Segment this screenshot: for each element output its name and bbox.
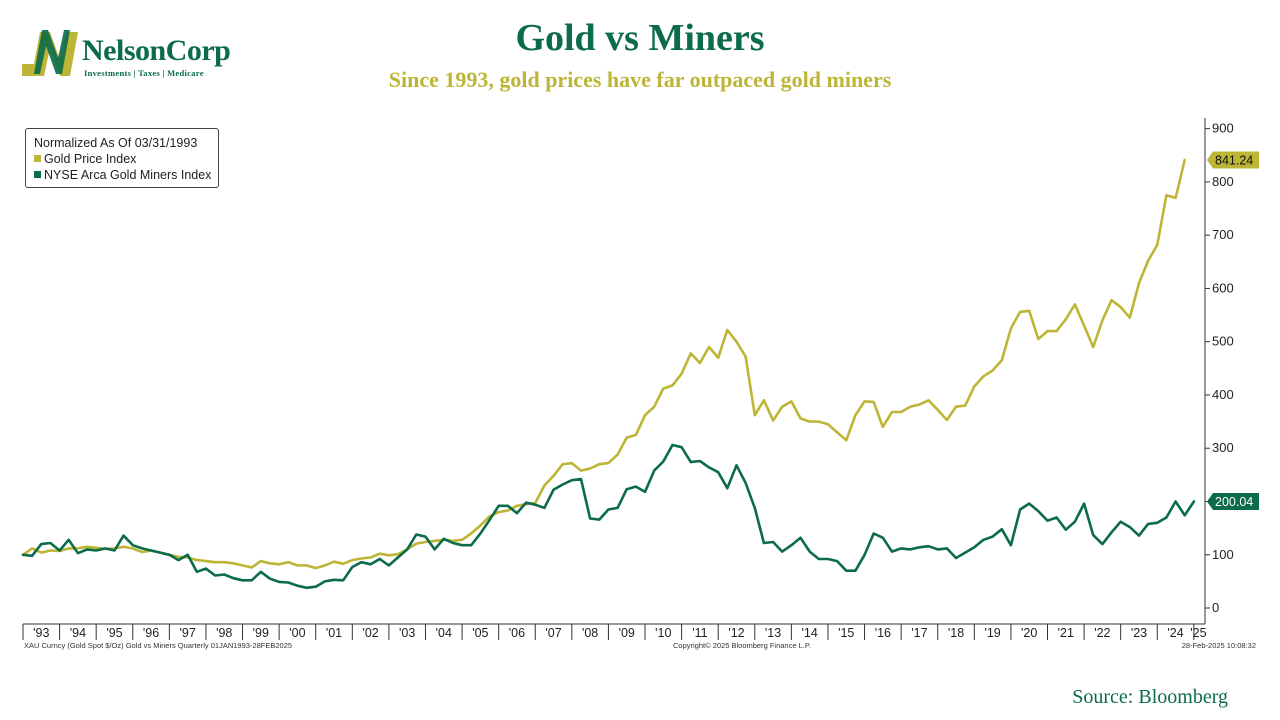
x-tick-label: '23	[1131, 626, 1147, 640]
x-tick-label: '95	[106, 626, 122, 640]
x-tick-label: '20	[1021, 626, 1037, 640]
y-tick-label: 900	[1212, 121, 1234, 136]
x-tick-label: '96	[143, 626, 159, 640]
x-tick-label: '00	[289, 626, 305, 640]
x-tick-label: '03	[399, 626, 415, 640]
x-tick-label: '25	[1190, 626, 1206, 640]
legend-heading: Normalized As Of 03/31/1993	[34, 136, 198, 150]
legend-item-miners: NYSE Arca Gold Miners Index	[34, 167, 218, 183]
gold-swatch-icon	[34, 155, 41, 163]
miners-swatch-icon	[34, 171, 41, 179]
y-tick-label: 600	[1212, 280, 1234, 295]
y-tick-label: 700	[1212, 227, 1234, 242]
x-tick-label: '01	[326, 626, 342, 640]
y-tick-label: 500	[1212, 334, 1234, 349]
miners-last-value-label: 200.04	[1215, 495, 1253, 509]
x-tick-label: '24	[1167, 626, 1183, 640]
footer-timestamp: 28-Feb-2025 10:08:32	[1181, 641, 1256, 650]
y-tick-label: 0	[1212, 600, 1219, 615]
gold-price-line	[21, 158, 1186, 570]
x-tick-label: '11	[692, 626, 707, 640]
x-tick-label: '14	[802, 626, 818, 640]
x-tick-label: '08	[582, 626, 598, 640]
x-tick-label: '05	[472, 626, 488, 640]
y-tick-label: 800	[1212, 174, 1234, 189]
x-tick-label: '15	[838, 626, 854, 640]
chart-title: Gold vs Miners	[515, 17, 765, 59]
y-tick-label: 100	[1212, 547, 1234, 562]
logo-tagline: Investments | Taxes | Medicare	[84, 68, 204, 78]
nelsoncorp-logo: NelsonCorp Investments | Taxes | Medicar…	[20, 26, 232, 82]
x-tick-label: '18	[948, 626, 964, 640]
legend-item-gold: Gold Price Index	[34, 151, 218, 167]
y-tick-label: 300	[1212, 440, 1234, 455]
gold-miners-line	[21, 443, 1196, 590]
x-tick-label: '22	[1094, 626, 1110, 640]
x-tick-label: '19	[984, 626, 1000, 640]
x-tick-label: '17	[911, 626, 927, 640]
x-tick-label: '04	[436, 626, 452, 640]
footer-description: XAU Curncy (Gold Spot $/Oz) Gold vs Mine…	[24, 641, 293, 650]
gold-last-value-tag	[1207, 151, 1259, 169]
x-tick-label: '09	[619, 626, 635, 640]
miners-last-value-tag	[1207, 492, 1259, 510]
x-tick-label: '99	[253, 626, 269, 640]
logo-name: NelsonCorp	[82, 34, 231, 67]
logo-n-mark-icon	[22, 30, 78, 76]
x-tick-label: '16	[875, 626, 891, 640]
chart-subtitle: Since 1993, gold prices have far outpace…	[388, 67, 892, 92]
legend-label-gold: Gold Price Index	[44, 152, 137, 166]
x-tick-label: '07	[545, 626, 561, 640]
gold-last-value-label: 841.24	[1215, 153, 1253, 167]
x-tick-label: '97	[180, 626, 196, 640]
source-note: Source: Bloomberg	[1072, 686, 1228, 708]
x-tick-label: '02	[362, 626, 378, 640]
x-tick-label: '21	[1058, 626, 1074, 640]
footer-copyright: Copyright© 2025 Bloomberg Finance L.P.	[673, 641, 811, 650]
chart-legend: Normalized As Of 03/31/1993 Gold Price I…	[25, 128, 219, 188]
x-tick-label: '12	[728, 626, 744, 640]
x-tick-label: '06	[509, 626, 525, 640]
x-tick-label: '13	[765, 626, 781, 640]
x-tick-label: '94	[70, 626, 86, 640]
x-tick-label: '98	[216, 626, 232, 640]
x-tick-label: '10	[655, 626, 671, 640]
legend-label-miners: NYSE Arca Gold Miners Index	[44, 168, 212, 182]
x-tick-label: '93	[33, 626, 49, 640]
y-tick-label: 400	[1212, 387, 1234, 402]
